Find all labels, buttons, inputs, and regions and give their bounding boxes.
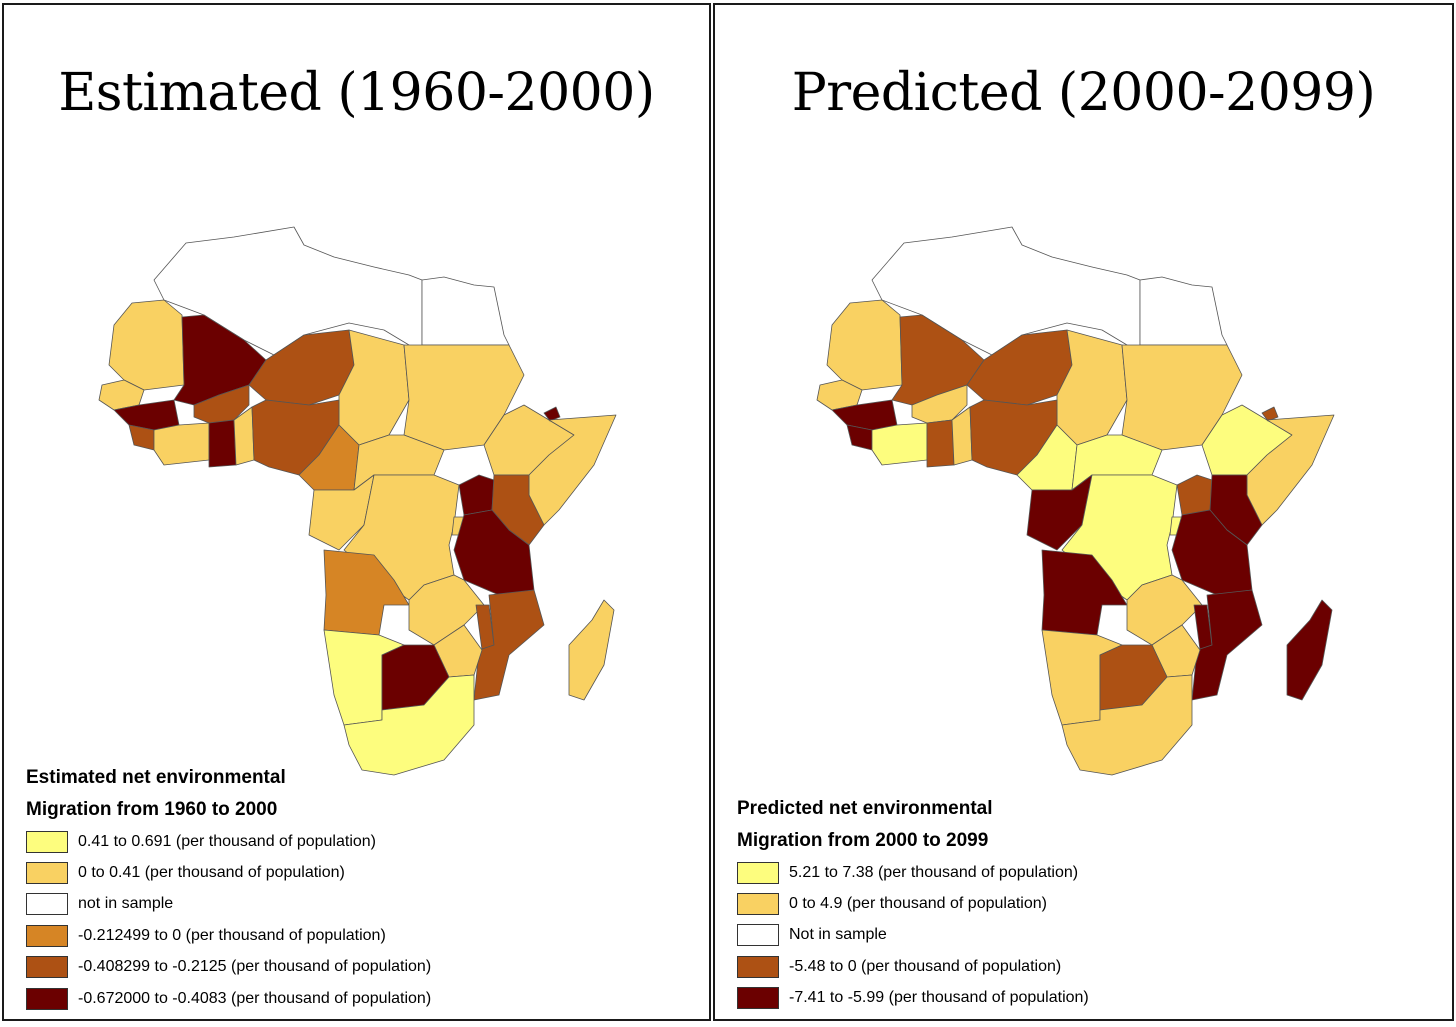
estimated-map-title: Estimated (1960-2000) [58, 63, 655, 123]
region-burkina-faso [911, 384, 968, 424]
region-burkina-faso [193, 384, 250, 424]
legend-swatch [737, 893, 779, 916]
legend-item: -0.672000 to -0.4083 (per thousand of po… [26, 983, 431, 1014]
estimated-map-panel: Estimated (1960-2000) [2, 3, 711, 1021]
legend-swatch [737, 955, 779, 978]
legend-swatch [737, 861, 779, 884]
legend-swatch [26, 830, 68, 853]
region-mozambique [1191, 589, 1263, 701]
legend-label: 0 to 0.41 (per thousand of population) [78, 864, 345, 882]
region-mauritania [108, 299, 185, 391]
region-eritrea [1261, 406, 1279, 422]
legend-item: -0.408299 to -0.2125 (per thousand of po… [26, 952, 431, 983]
region-uganda [458, 474, 495, 516]
predicted-legend: Predicted net environmental Migration fr… [737, 793, 1089, 1014]
region-mauritania [826, 299, 903, 391]
region-angola [1041, 549, 1128, 636]
legend-item: Not in sample [737, 920, 1089, 951]
region-ivory-coast [153, 422, 210, 466]
estimated-africa-map [98, 226, 617, 776]
region-uganda [1176, 474, 1213, 516]
region-ghana [208, 419, 237, 468]
region-madagascar [1286, 599, 1333, 701]
predicted-map-title: Predicted (2000-2099) [791, 63, 1376, 123]
legend-swatch [26, 956, 68, 979]
legend-item: 0 to 0.41 (per thousand of population) [26, 857, 431, 888]
legend-label: not in sample [78, 895, 174, 913]
legend-heading-line1: Estimated net environmental [26, 767, 286, 788]
legend-item: -0.212499 to 0 (per thousand of populati… [26, 920, 431, 951]
legend-swatch [26, 987, 68, 1010]
legend-swatch [737, 924, 779, 947]
legend-swatch [26, 862, 68, 885]
legend-swatch [26, 893, 68, 916]
legend-item: 0 to 4.9 (per thousand of population) [737, 888, 1089, 919]
legend-heading-line2: Migration from 2000 to 2099 [737, 830, 989, 851]
legend-heading-line2: Migration from 1960 to 2000 [26, 799, 278, 820]
legend-label: -0.408299 to -0.2125 (per thousand of po… [78, 958, 432, 976]
legend-item: -5.48 to 0 (per thousand of population) [737, 951, 1089, 982]
legend-label: -0.212499 to 0 (per thousand of populati… [78, 926, 386, 944]
legend-item: -7.41 to -5.99 (per thousand of populati… [737, 983, 1089, 1014]
predicted-africa-map [816, 226, 1335, 776]
legend-label: 5.21 to 7.38 (per thousand of population… [789, 863, 1079, 881]
region-egypt [1139, 276, 1228, 346]
legend-label: -0.672000 to -0.4083 (per thousand of po… [78, 989, 432, 1007]
legend-item: not in sample [26, 889, 431, 920]
region-madagascar [568, 599, 615, 701]
legend-label: -5.48 to 0 (per thousand of population) [789, 957, 1062, 975]
region-south-africa [1061, 674, 1193, 776]
legend-item: 5.21 to 7.38 (per thousand of population… [737, 857, 1089, 888]
legend-swatch [26, 924, 68, 947]
region-angola [323, 549, 410, 636]
legend-label: Not in sample [789, 926, 887, 944]
legend-label: -7.41 to -5.99 (per thousand of populati… [789, 989, 1089, 1007]
region-egypt [421, 276, 510, 346]
region-south-africa [343, 674, 475, 776]
region-mozambique [473, 589, 545, 701]
region-ivory-coast [871, 422, 928, 466]
legend-label: 0.41 to 0.691 (per thousand of populatio… [78, 832, 376, 850]
legend-item: 0.41 to 0.691 (per thousand of populatio… [26, 826, 431, 857]
legend-swatch [737, 987, 779, 1010]
legend-label: 0 to 4.9 (per thousand of population) [789, 895, 1047, 913]
predicted-map-panel: Predicted (2000-2099) Predicted net envi… [713, 3, 1454, 1021]
legend-heading-line1: Predicted net environmental [737, 798, 993, 819]
region-ghana [926, 419, 955, 468]
estimated-legend: Estimated net environmental Migration fr… [26, 762, 431, 1014]
region-eritrea [543, 406, 561, 422]
